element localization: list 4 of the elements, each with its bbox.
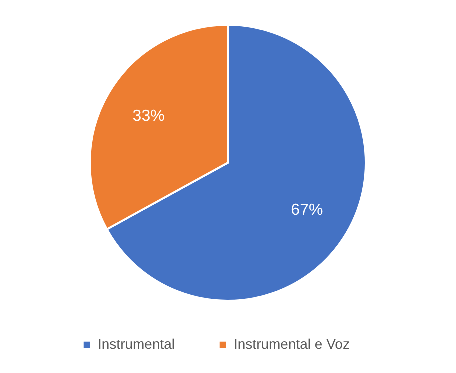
data-label: 33% [132, 108, 165, 126]
data-label: 67% [291, 202, 324, 219]
legend-label: Instrumental e Voz [234, 336, 350, 352]
legend-label: Instrumental [98, 336, 176, 352]
